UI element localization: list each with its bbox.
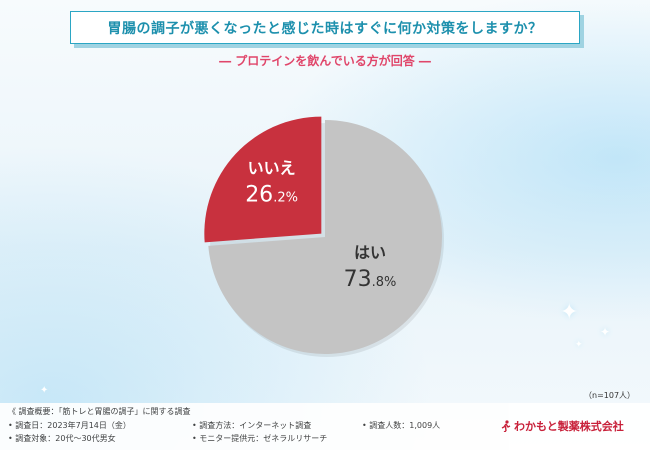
survey-count: • 調査人数：1,009人	[362, 421, 441, 430]
pie-slice-yes	[208, 120, 442, 354]
title-box: 胃腸の調子が悪くなったと感じた時はすぐに何か対策をしますか？	[70, 11, 580, 44]
subtitle: ― プロテインを飲んでいる方が回答 ―	[219, 54, 431, 68]
survey-date: • 調査日：2023年7月14日（金）	[8, 421, 131, 430]
runner-figure-icon	[501, 420, 511, 432]
slice-value: 26.2%	[245, 182, 298, 207]
survey-provider: • モニター提供元：ゼネラルリサーチ	[192, 434, 328, 443]
company-name: わかもと製薬株式会社	[514, 420, 624, 433]
slice-label: いいえ	[248, 158, 296, 177]
company-logo: わかもと製薬株式会社	[500, 418, 624, 434]
slice-label: はい	[354, 243, 386, 262]
survey-method: • 調査方法：インターネット調査	[192, 421, 312, 430]
sparkle-icon: ✦	[600, 325, 611, 339]
pie-slice-no	[204, 116, 322, 243]
survey-target: • 調査対象：20代〜30代男女	[8, 434, 116, 443]
footer: 《 調査概要：「筋トレと胃腸の調子」に関する調査 • 調査日：2023年7月14…	[0, 403, 650, 450]
sparkle-icon: ✦	[575, 340, 583, 350]
page-title: 胃腸の調子が悪くなったと感じた時はすぐに何か対策をしますか？	[107, 20, 543, 37]
sparkle-icon: ✦	[560, 300, 579, 325]
sample-size-label: （n=107人）	[584, 391, 636, 400]
slice-value: 73.8%	[344, 267, 397, 292]
survey-summary: 《 調査概要：「筋トレと胃腸の調子」に関する調査	[8, 407, 191, 416]
sparkle-icon: ✦	[40, 385, 49, 396]
